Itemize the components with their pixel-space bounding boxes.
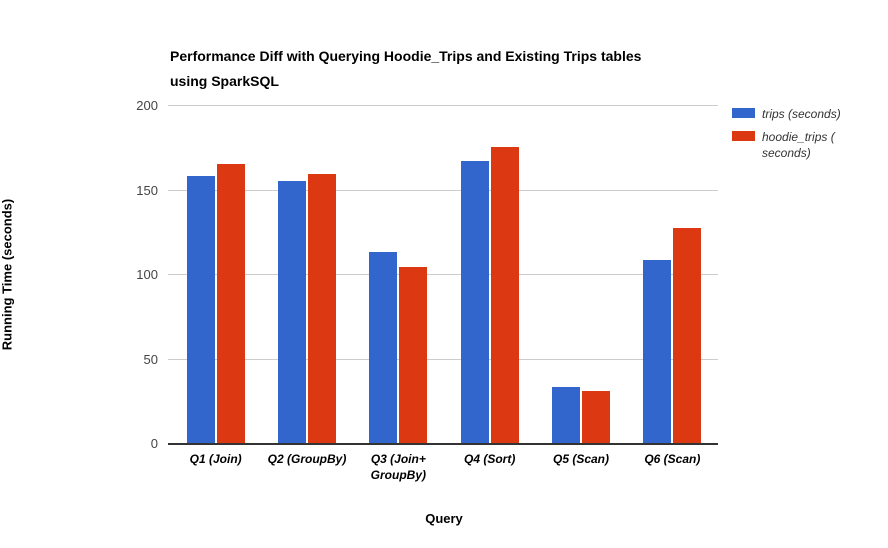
- legend: trips (seconds) hoodie_trips (seconds): [732, 106, 882, 168]
- chart-title: Performance Diff with Querying Hoodie_Tr…: [170, 48, 642, 89]
- y-tick-label: 150: [136, 182, 158, 198]
- legend-swatch: [732, 108, 755, 118]
- y-tick-label: 0: [150, 436, 158, 451]
- x-tick-label: Q6 (Scan): [644, 452, 701, 466]
- y-tick-label: 100: [136, 267, 158, 282]
- x-tick-label: Q4 (Sort): [463, 452, 516, 466]
- legend-item: hoodie_trips (seconds): [732, 129, 882, 161]
- y-tick-label: 50: [143, 351, 158, 367]
- bar-hoodie_trips-4: [490, 147, 519, 443]
- x-tick-label: Q5 (Scan): [552, 452, 609, 466]
- bar-trips-6: [643, 260, 672, 443]
- x-tick-label: Q1 (Join): [189, 452, 242, 466]
- gridline: [168, 358, 718, 360]
- bar-hoodie_trips-2: [308, 174, 336, 443]
- bar-trips-4: [460, 160, 489, 443]
- legend-swatch: [732, 131, 755, 141]
- y-axis-title: Running Time (seconds): [0, 198, 15, 351]
- bar-trips-5: [552, 387, 580, 443]
- gridline: [168, 274, 718, 275]
- legend-label: hoodie_trips (seconds): [762, 130, 835, 160]
- bar-hoodie_trips-6: [673, 228, 702, 443]
- bar-trips-1: [186, 175, 215, 443]
- x-axis-line: [168, 443, 718, 445]
- x-axis-title: Query: [425, 511, 463, 526]
- x-tick-label: Q2 (GroupBy): [267, 452, 347, 466]
- x-tick-label: Q3 (Join+ GroupBy): [370, 452, 426, 482]
- y-tick-label: 200: [136, 98, 158, 113]
- legend-label: trips (seconds): [762, 107, 841, 121]
- gridline: [168, 189, 718, 191]
- bar-hoodie_trips-1: [216, 164, 245, 443]
- bar-hoodie_trips-3: [399, 267, 428, 443]
- bar-hoodie_trips-5: [582, 390, 610, 443]
- legend-item: trips (seconds): [732, 106, 882, 122]
- gridline: [168, 105, 718, 106]
- bar-trips-3: [369, 252, 398, 443]
- bar-trips-2: [278, 181, 306, 443]
